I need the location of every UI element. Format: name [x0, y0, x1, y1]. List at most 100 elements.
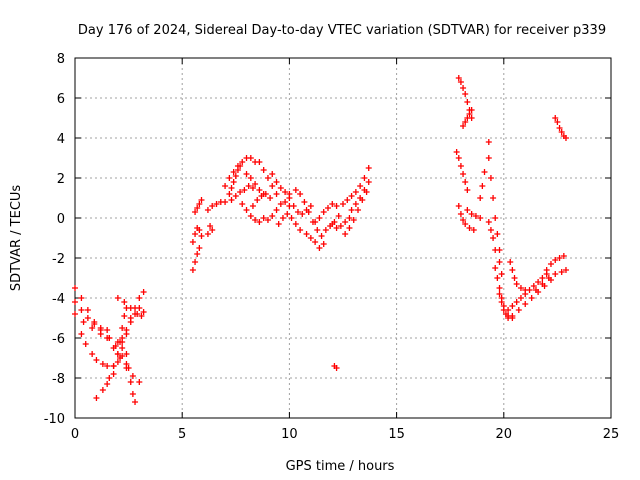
x-tick-label: 0 — [71, 427, 79, 442]
y-tick-label: -6 — [52, 332, 65, 347]
data-point — [232, 193, 239, 199]
data-point — [348, 207, 355, 213]
data-point — [106, 375, 113, 381]
data-point — [239, 159, 246, 165]
y-tick-label: 6 — [57, 92, 65, 107]
data-point — [110, 363, 117, 369]
data-point — [513, 299, 520, 305]
data-point — [209, 227, 216, 233]
data-point — [337, 223, 344, 229]
data-point — [72, 311, 78, 317]
data-point — [464, 99, 471, 105]
plot-frame — [74, 57, 612, 419]
data-point — [279, 215, 286, 221]
data-point — [243, 171, 250, 177]
data-point — [560, 253, 567, 259]
series-tracks_5_9h — [189, 155, 280, 273]
data-point — [535, 279, 542, 285]
data-point — [241, 187, 248, 193]
data-point — [267, 195, 274, 201]
data-point — [455, 75, 462, 81]
data-point — [72, 299, 78, 305]
data-point — [498, 299, 505, 305]
data-point — [125, 365, 132, 371]
data-point — [505, 307, 512, 313]
data-point — [462, 179, 469, 185]
data-point — [462, 91, 469, 97]
data-point — [539, 275, 546, 281]
data-point — [477, 195, 484, 201]
data-point — [509, 303, 516, 309]
data-point — [93, 357, 100, 363]
data-point — [198, 197, 205, 203]
data-point — [226, 175, 233, 181]
data-point — [275, 221, 282, 227]
data-point — [472, 213, 479, 219]
data-point — [496, 291, 503, 297]
data-point — [556, 125, 563, 131]
data-point — [110, 371, 117, 377]
data-point — [487, 175, 494, 181]
data-point — [507, 259, 514, 265]
data-point — [290, 203, 297, 209]
data-point — [350, 217, 357, 223]
data-point — [114, 295, 121, 301]
x-tick-label: 20 — [496, 427, 513, 442]
x-tick-labels: 0 5 10 15 20 25 — [71, 427, 619, 442]
data-point — [262, 191, 269, 197]
data-point — [140, 309, 147, 315]
data-point — [121, 299, 128, 305]
data-point — [333, 365, 340, 371]
data-point — [329, 221, 336, 227]
data-point — [479, 183, 486, 189]
data-point — [496, 285, 503, 291]
data-point — [119, 345, 126, 351]
data-point — [140, 289, 147, 295]
data-point — [329, 201, 336, 207]
data-point — [453, 149, 460, 155]
series-tracks_0_3h — [72, 285, 147, 405]
data-point — [282, 199, 289, 205]
data-point — [490, 235, 497, 241]
data-point — [333, 203, 340, 209]
data-point — [558, 129, 565, 135]
data-point — [104, 381, 111, 387]
data-point — [78, 331, 85, 337]
data-point — [305, 209, 312, 215]
data-point — [273, 207, 280, 213]
y-tick-label: 4 — [57, 132, 65, 147]
data-point — [80, 319, 87, 325]
data-point — [213, 201, 220, 207]
data-point — [558, 269, 565, 275]
data-point — [322, 227, 329, 233]
data-point — [258, 193, 265, 199]
data-point — [93, 395, 100, 401]
data-point — [134, 311, 141, 317]
data-point — [528, 295, 535, 301]
data-point — [532, 287, 539, 293]
data-point — [97, 331, 104, 337]
data-point — [129, 391, 136, 397]
data-point — [342, 219, 349, 225]
data-point — [466, 111, 473, 117]
data-point — [288, 215, 295, 221]
data-point — [522, 287, 529, 293]
data-point — [127, 379, 134, 385]
data-point — [136, 379, 143, 385]
data-point — [464, 187, 471, 193]
y-axis-label: SDTVAR / TECUs — [9, 185, 24, 292]
data-point — [277, 185, 284, 191]
data-point — [460, 85, 467, 91]
data-point — [256, 187, 263, 193]
data-point — [455, 203, 462, 209]
axis-ticks — [74, 57, 612, 419]
data-point — [494, 275, 501, 281]
data-point — [112, 343, 119, 349]
data-point — [286, 195, 293, 201]
data-point — [462, 119, 469, 125]
data-point — [485, 139, 492, 145]
data-point — [127, 305, 134, 311]
data-point — [273, 191, 280, 197]
data-point — [192, 231, 199, 237]
data-point — [460, 123, 467, 129]
